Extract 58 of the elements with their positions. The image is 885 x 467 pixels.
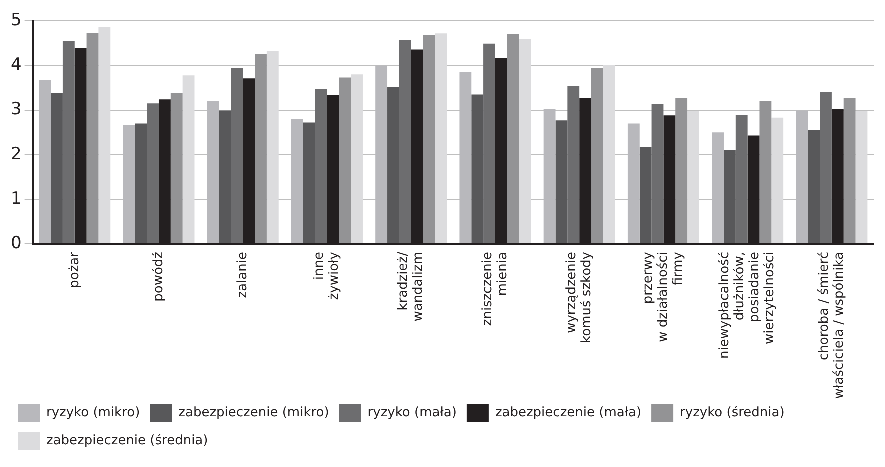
bar <box>592 68 604 244</box>
bar <box>856 111 868 244</box>
bar <box>640 147 652 244</box>
legend-label: ryzyko (mała) <box>368 405 457 420</box>
y-tick-label: 4 <box>10 55 22 76</box>
legend-label: ryzyko (średnia) <box>680 405 785 420</box>
bar <box>339 78 352 244</box>
bar <box>519 39 532 244</box>
y-tick-label: 5 <box>10 10 22 31</box>
bar <box>435 34 448 244</box>
bar <box>472 94 484 244</box>
bar <box>62 41 75 244</box>
bar <box>303 122 316 244</box>
bar <box>423 35 436 244</box>
bar <box>388 87 400 244</box>
bar <box>676 98 688 244</box>
bar <box>147 104 159 244</box>
bar <box>255 54 267 244</box>
bar <box>556 120 568 244</box>
y-tick-label: 0 <box>10 233 22 254</box>
x-tick-label: zniszczenie mienia <box>480 252 510 326</box>
bar <box>219 110 232 244</box>
bar <box>808 130 820 244</box>
bar <box>98 27 111 244</box>
bar <box>315 89 328 244</box>
bar <box>688 111 700 244</box>
x-tick-label: przerwy w działalności firmy <box>641 252 686 342</box>
bar <box>484 44 496 244</box>
bar <box>135 124 148 244</box>
bar <box>51 92 63 244</box>
legend-label: ryzyko (mikro) <box>46 405 140 420</box>
y-tick-label: 2 <box>10 144 22 164</box>
bar <box>568 86 580 244</box>
bar <box>507 34 520 244</box>
bar <box>231 68 244 244</box>
bar <box>760 101 772 244</box>
y-tick-label: 1 <box>10 188 22 209</box>
bar <box>603 65 616 244</box>
y-tick-label: 3 <box>10 100 22 120</box>
x-tick-label: pożar <box>67 251 82 288</box>
bar <box>86 33 99 244</box>
x-tick-label: powódź <box>151 252 166 302</box>
bar <box>652 104 664 244</box>
bar <box>820 92 832 244</box>
bar <box>772 118 784 244</box>
x-tick-label: inne żywioły <box>312 252 342 300</box>
bar <box>182 76 195 244</box>
legend-label: zabezpieczenie (mikro) <box>178 405 330 420</box>
bar <box>724 150 736 244</box>
bar <box>736 115 748 244</box>
legend-label: zabezpieczenie (mała) <box>495 405 642 420</box>
bar <box>844 98 856 244</box>
bar <box>351 74 363 244</box>
bar <box>399 40 412 244</box>
bar <box>170 92 183 244</box>
legend-label: zabezpieczenie (średnia) <box>46 433 208 448</box>
x-tick-label: zalanie <box>235 252 250 298</box>
bar <box>266 51 279 244</box>
